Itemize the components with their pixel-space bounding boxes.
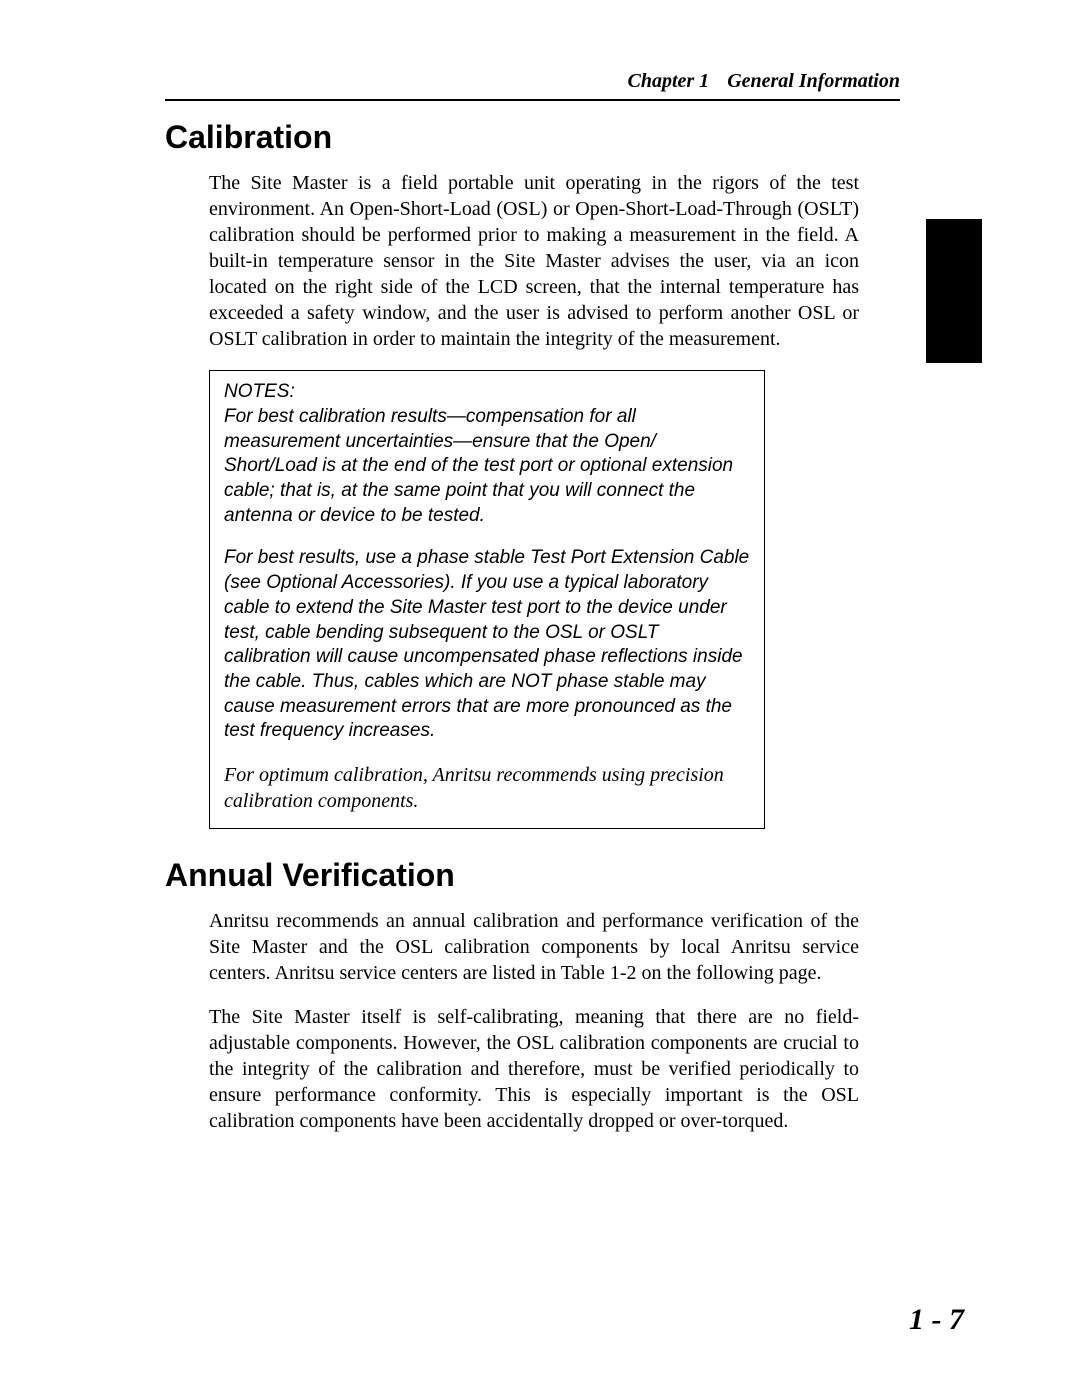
chapter-title: General Information xyxy=(727,70,900,92)
notes-box: NOTES: For best calibration results—comp… xyxy=(209,370,765,829)
calibration-body: The Site Master is a field portable unit… xyxy=(209,170,859,352)
notes-para-3: For optimum calibration, Anritsu recomme… xyxy=(224,762,750,814)
calibration-para-1: The Site Master is a field portable unit… xyxy=(209,170,859,352)
notes-para-2: For best results, use a phase stable Tes… xyxy=(224,546,750,744)
header-rule xyxy=(165,99,900,101)
heading-calibration: Calibration xyxy=(165,119,900,156)
chapter-label: Chapter 1 xyxy=(628,70,710,92)
chapter-header: Chapter 1 General Information xyxy=(165,70,900,93)
heading-annual: Annual Verification xyxy=(165,857,900,894)
page-content: Chapter 1 General Information Calibration… xyxy=(165,70,900,1152)
annual-para-2: The Site Master itself is self-calibrati… xyxy=(209,1004,859,1134)
annual-para-1: Anritsu recommends an annual calibration… xyxy=(209,908,859,986)
chapter-tab xyxy=(926,219,982,363)
page-number: 1 - 7 xyxy=(909,1303,964,1337)
notes-para-1: For best calibration results—compensatio… xyxy=(224,405,750,528)
notes-title: NOTES: xyxy=(224,381,750,403)
annual-body: Anritsu recommends an annual calibration… xyxy=(209,908,859,1134)
